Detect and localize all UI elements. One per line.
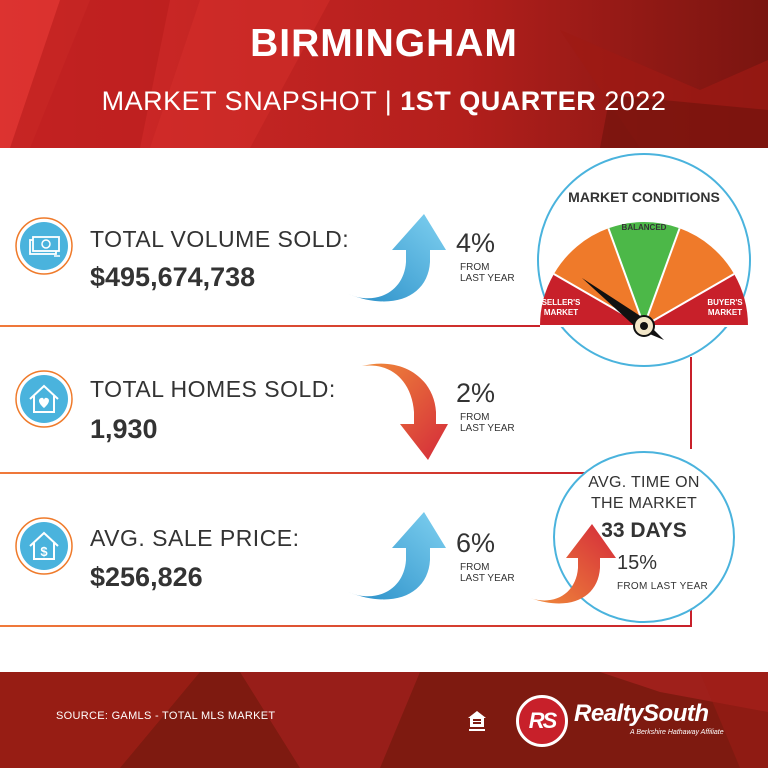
up-arrow-icon	[530, 524, 616, 604]
stat-change-homes: 2%	[456, 378, 496, 408]
city-title: BIRMINGHAM	[250, 22, 518, 65]
gauge-label-sellers: SELLER'S MARKET	[538, 298, 584, 318]
separator-line	[0, 472, 600, 474]
gauge-sector-sellers	[540, 274, 644, 326]
realtysouth-wordmark: RealtySouth	[574, 700, 709, 728]
sellers-label-line1: SELLER'S	[541, 298, 581, 307]
time-on-market-change: 15%	[617, 552, 658, 574]
subtitle-year: 2022	[596, 86, 667, 116]
change-period-text: LAST YEAR	[460, 573, 515, 584]
buyers-label-line1: BUYER'S	[707, 298, 743, 307]
stat-label-volume: TOTAL VOLUME SOLD:	[90, 226, 350, 252]
market-conditions-title: MARKET CONDITIONS	[568, 189, 720, 205]
source-note: SOURCE: GAMLS - TOTAL MLS MARKET	[56, 710, 276, 722]
subtitle-quarter: 1ST QUARTER	[400, 86, 597, 116]
brand-tagline: A Berkshire Hathaway Affiliate	[630, 729, 724, 736]
stat-change-price: 6%	[456, 528, 496, 558]
house-dollar-icon: $	[15, 517, 73, 575]
gauge-sector-orange-left	[553, 228, 644, 326]
stat-value-price: $256,826	[90, 562, 203, 592]
gauge-needle	[582, 278, 648, 331]
separator-line	[0, 625, 692, 627]
house-heart-icon	[15, 370, 73, 428]
stat-change-sub-homes: FROM LAST YEAR	[460, 412, 515, 434]
separator-line	[0, 325, 555, 327]
stat-label-homes: TOTAL HOMES SOLD:	[90, 376, 336, 402]
brand-south: South	[643, 700, 709, 727]
stat-change-sub-volume: FROM LAST YEAR	[460, 262, 515, 284]
change-from-text: FROM	[460, 412, 490, 423]
subtitle-left: MARKET SNAPSHOT |	[101, 86, 401, 116]
stat-value-volume: $495,674,738	[90, 262, 256, 292]
up-arrow-icon	[348, 512, 446, 600]
up-arrow-icon	[348, 214, 446, 302]
stat-label-price: AVG. SALE PRICE:	[90, 525, 300, 551]
sellers-label-line2: MARKET	[543, 308, 579, 317]
gauge-sector-balanced	[608, 222, 680, 326]
gauge-sector-buyers	[644, 274, 748, 326]
time-on-market-title: AVG. TIME ON THE MARKET	[553, 472, 735, 514]
stat-change-volume: 4%	[456, 228, 496, 258]
time-on-market-days: 33 DAYS	[601, 519, 687, 542]
change-from-text: FROM	[460, 562, 490, 573]
svg-text:$: $	[40, 544, 48, 559]
gauge-sector-orange-right	[644, 228, 735, 326]
time-title-line2: THE MARKET	[590, 495, 698, 512]
header-background	[0, 0, 768, 148]
gauge-label-balanced: BALANCED	[621, 223, 667, 232]
gauge-label-buyers: BUYER'S MARKET	[702, 298, 748, 318]
market-conditions-gauge	[537, 153, 751, 367]
separator-connector	[690, 357, 692, 449]
change-period-text: LAST YEAR	[460, 423, 515, 434]
stat-value-homes: 1,930	[90, 414, 158, 444]
realtysouth-logo-mark: RS	[516, 695, 568, 747]
footer-background	[0, 672, 768, 768]
change-from-text: FROM	[460, 262, 490, 273]
separator-connector	[690, 600, 692, 626]
brand-realty: Realty	[574, 700, 644, 727]
time-on-market-change-sub: FROM LAST YEAR	[617, 581, 709, 592]
footer-banner	[0, 672, 768, 768]
down-arrow-icon	[362, 363, 448, 460]
header-banner: BIRMINGHAM MARKET SNAPSHOT | 1ST QUARTER…	[0, 0, 768, 148]
buyers-label-line2: MARKET	[707, 308, 743, 317]
report-subtitle: MARKET SNAPSHOT | 1ST QUARTER 2022	[0, 86, 768, 117]
equal-housing-icon	[468, 711, 486, 731]
time-title-line1: AVG. TIME ON	[588, 474, 700, 491]
money-stack-icon	[15, 217, 73, 275]
change-period-text: LAST YEAR	[460, 273, 515, 284]
stat-change-sub-price: FROM LAST YEAR	[460, 562, 515, 584]
